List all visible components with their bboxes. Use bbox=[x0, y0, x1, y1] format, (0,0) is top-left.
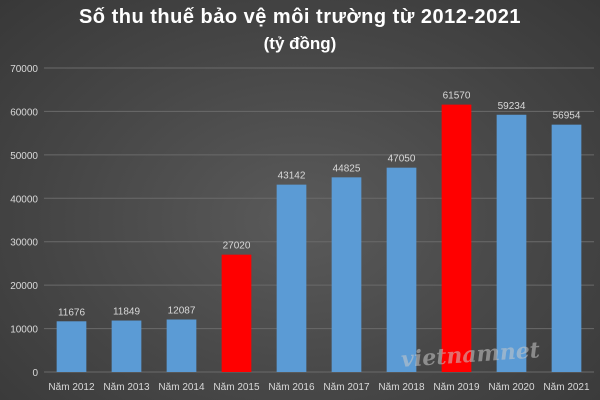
data-label: 11849 bbox=[113, 307, 141, 318]
chart-subtitle: (tỷ đồng) bbox=[263, 34, 337, 53]
y-tick-label: 70000 bbox=[10, 64, 38, 75]
x-tick-label: Năm 2017 bbox=[323, 382, 370, 393]
y-tick-label: 0 bbox=[32, 368, 38, 379]
bar bbox=[496, 114, 527, 373]
data-label: 27020 bbox=[223, 241, 251, 252]
x-tick-label: Năm 2012 bbox=[48, 382, 95, 393]
bar bbox=[111, 320, 142, 372]
bar bbox=[56, 321, 87, 372]
bar bbox=[221, 254, 252, 372]
x-tick-label: Năm 2016 bbox=[268, 382, 315, 393]
data-label: 44825 bbox=[333, 163, 361, 174]
y-tick-label: 60000 bbox=[10, 107, 38, 118]
x-tick-label: Năm 2021 bbox=[543, 382, 590, 393]
bar bbox=[166, 319, 197, 372]
bar bbox=[441, 104, 472, 372]
x-tick-label: Năm 2020 bbox=[488, 382, 535, 393]
x-tick-label: Năm 2015 bbox=[213, 382, 260, 393]
data-label: 59234 bbox=[498, 101, 526, 112]
data-label: 56954 bbox=[553, 111, 581, 122]
y-tick-label: 40000 bbox=[10, 194, 38, 205]
y-tick-label: 50000 bbox=[10, 151, 38, 162]
bar bbox=[386, 167, 417, 372]
bar bbox=[276, 184, 307, 372]
bar bbox=[331, 177, 362, 372]
x-tick-label: Năm 2014 bbox=[158, 382, 205, 393]
y-tick-label: 30000 bbox=[10, 238, 38, 249]
y-tick-label: 10000 bbox=[10, 325, 38, 336]
y-tick-label: 20000 bbox=[10, 281, 38, 292]
bar bbox=[551, 124, 582, 372]
data-label: 12087 bbox=[168, 306, 196, 317]
data-label: 43142 bbox=[278, 171, 306, 182]
data-label: 47050 bbox=[388, 154, 416, 165]
x-tick-label: Năm 2013 bbox=[103, 382, 150, 393]
x-tick-label: Năm 2018 bbox=[378, 382, 425, 393]
data-label: 61570 bbox=[443, 91, 471, 102]
x-tick-label: Năm 2019 bbox=[433, 382, 480, 393]
data-label: 11676 bbox=[58, 307, 86, 318]
chart-title: Số thu thuế bảo vệ môi trường từ 2012-20… bbox=[78, 6, 522, 28]
